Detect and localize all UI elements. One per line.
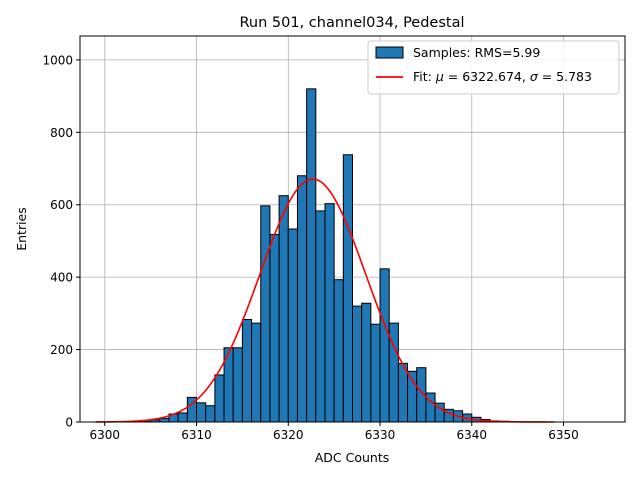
fit-curve bbox=[95, 178, 555, 423]
histogram-bar bbox=[177, 412, 188, 423]
x-tick-label: 6320 bbox=[273, 428, 304, 442]
histogram-bar bbox=[214, 374, 225, 423]
histogram-bar bbox=[296, 175, 308, 423]
histogram-bar bbox=[205, 405, 216, 423]
histogram-bar bbox=[361, 302, 372, 423]
histogram-bar bbox=[315, 210, 326, 423]
histogram-bar bbox=[232, 347, 243, 423]
x-axis-ticks: 6300 6310 6320 6330 6340 6350 bbox=[89, 422, 579, 442]
plot-frame bbox=[79, 35, 626, 423]
histogram-bar bbox=[196, 402, 207, 423]
histogram-bar bbox=[159, 417, 170, 423]
x-tick-label: 6340 bbox=[457, 428, 488, 442]
histogram-bars bbox=[131, 88, 509, 423]
histogram-bar bbox=[333, 279, 344, 423]
x-tick-label: 6350 bbox=[548, 428, 579, 442]
y-axis-label: Entries bbox=[14, 207, 29, 251]
x-tick-label: 6330 bbox=[365, 428, 396, 442]
histogram-bar bbox=[379, 268, 390, 423]
legend-histogram-swatch bbox=[375, 46, 404, 59]
histogram-bar bbox=[278, 195, 289, 423]
y-axis-ticks: 0 200 400 600 800 1000 bbox=[42, 53, 80, 430]
y-tick-label: 600 bbox=[50, 198, 73, 212]
histogram-bar bbox=[370, 323, 381, 423]
histogram-bar bbox=[306, 88, 317, 423]
y-tick-label: 800 bbox=[50, 126, 73, 140]
histogram-bar bbox=[324, 203, 335, 423]
y-tick-label: 1000 bbox=[42, 53, 73, 67]
histogram-bar bbox=[397, 362, 409, 423]
histogram-bar bbox=[269, 233, 280, 423]
histogram-bar bbox=[260, 205, 271, 423]
chart-title: Run 501, channel034, Pedestal bbox=[239, 15, 464, 31]
legend: Samples: RMS=5.99 Fit: μ = 6322.674, σ =… bbox=[367, 40, 620, 95]
histogram-bar bbox=[241, 319, 253, 423]
legend-fit-label: Fit: μ = 6322.674, σ = 5.783 bbox=[413, 69, 592, 84]
histogram-bar bbox=[352, 305, 363, 423]
x-axis-label: ADC Counts bbox=[315, 450, 390, 465]
legend-box bbox=[367, 40, 620, 95]
y-tick-label: 400 bbox=[50, 271, 73, 285]
y-tick-label: 0 bbox=[65, 416, 73, 430]
histogram-bar bbox=[251, 322, 262, 423]
x-tick-label: 6300 bbox=[89, 428, 120, 442]
legend-histogram-label: Samples: RMS=5.99 bbox=[413, 45, 540, 60]
y-tick-label: 200 bbox=[50, 343, 73, 357]
x-tick-label: 6310 bbox=[181, 428, 212, 442]
histogram-bar bbox=[342, 154, 354, 423]
histogram-bar bbox=[287, 228, 298, 423]
